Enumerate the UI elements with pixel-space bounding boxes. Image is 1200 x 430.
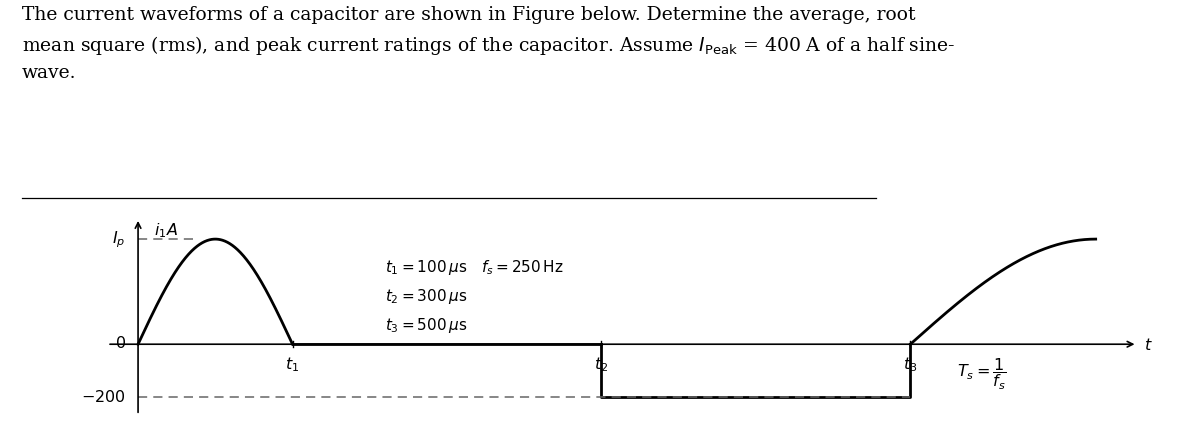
Text: $0$: $0$ — [115, 335, 126, 352]
Text: $i_1 A$: $i_1 A$ — [154, 221, 178, 240]
Text: $T_s = \dfrac{1}{f_s}$: $T_s = \dfrac{1}{f_s}$ — [956, 356, 1007, 391]
Text: $t_2$: $t_2$ — [594, 354, 608, 373]
Text: $-200$: $-200$ — [80, 388, 126, 405]
Text: $t_1$: $t_1$ — [286, 354, 300, 373]
Text: The current waveforms of a capacitor are shown in Figure below. Determine the av: The current waveforms of a capacitor are… — [22, 6, 955, 82]
Text: $t$: $t$ — [1144, 336, 1152, 353]
Text: $t_1 = 100\,\mu\mathrm{s}\quad f_s = 250\,\mathrm{Hz}$
$t_2 = 300\,\mu\mathrm{s}: $t_1 = 100\,\mu\mathrm{s}\quad f_s = 250… — [385, 258, 564, 334]
Text: $I_p$: $I_p$ — [113, 229, 126, 250]
Text: $t_3$: $t_3$ — [904, 354, 918, 373]
